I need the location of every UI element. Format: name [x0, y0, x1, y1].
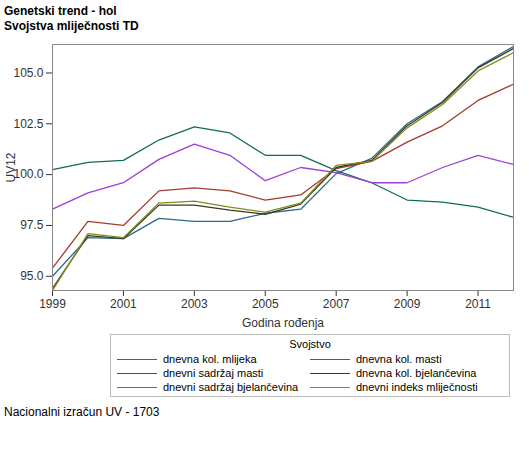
- svg-text:97.5: 97.5: [20, 218, 44, 232]
- html-text:Nacionalni izračun UV - 1703: Nacionalni izračun UV - 1703: [4, 405, 160, 419]
- svg-text:102.5: 102.5: [13, 117, 43, 131]
- svg-text:2001: 2001: [110, 297, 137, 311]
- html-text:dnevni sadržaj masti: dnevni sadržaj masti: [163, 367, 264, 379]
- svg-text:100.0: 100.0: [13, 167, 44, 182]
- html-text:dnevna kol. masti: dnevna kol. masti: [356, 353, 442, 365]
- html-text:Svojstvo: Svojstvo: [289, 338, 331, 350]
- svg-text:2011: 2011: [465, 297, 491, 311]
- svg-text:105.0: 105.0: [13, 66, 43, 80]
- svg-text:95.0: 95.0: [20, 269, 44, 283]
- svg-text:2003: 2003: [181, 297, 208, 311]
- html-text:dnevni indeks mliječnosti: dnevni indeks mliječnosti: [356, 381, 478, 393]
- svg-text:2007: 2007: [323, 297, 350, 311]
- html-text:Genetski trend - hol: Genetski trend - hol: [4, 4, 117, 18]
- html-text:Svojstva mliječnosti TD: Svojstva mliječnosti TD: [4, 19, 139, 33]
- svg-text:2005: 2005: [252, 297, 279, 311]
- html-text:dnevna kol. bjelančevina: dnevna kol. bjelančevina: [356, 367, 477, 379]
- svg-text:2009: 2009: [394, 297, 421, 311]
- svg-text:Godina rođenja: Godina rođenja: [242, 316, 324, 330]
- svg-text:1999: 1999: [39, 297, 66, 311]
- html-text:dnevna kol. mlijeka: dnevna kol. mlijeka: [163, 353, 257, 365]
- svg-text:UV12: UV12: [4, 152, 18, 182]
- html-text:dnevni sadržaj bjelančevina: dnevni sadržaj bjelančevina: [163, 381, 299, 393]
